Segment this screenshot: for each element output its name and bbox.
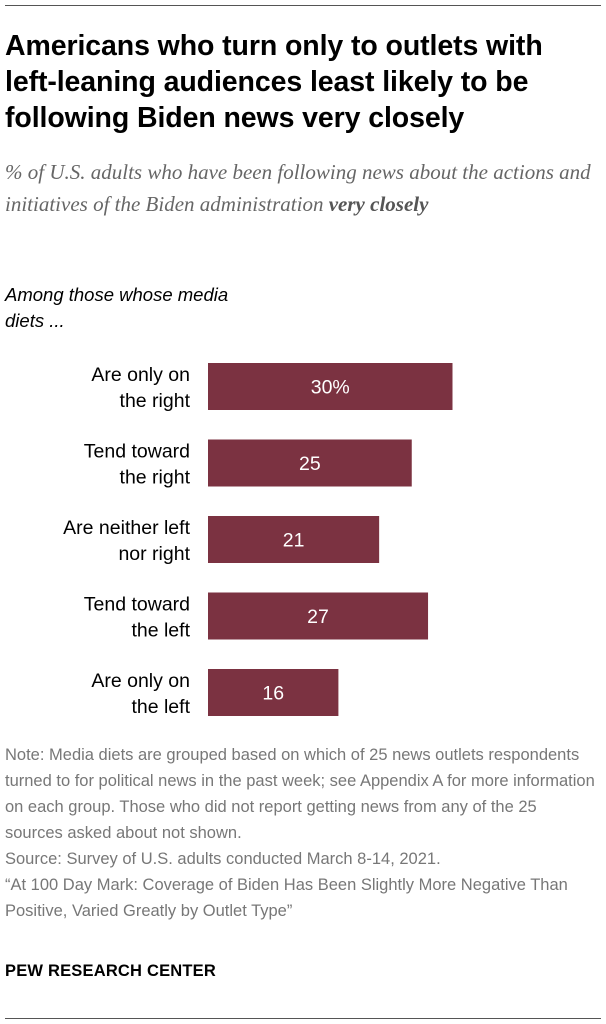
report-title: “At 100 Day Mark: Coverage of Biden Has … bbox=[5, 876, 568, 920]
value-label-4: 27 bbox=[307, 606, 329, 628]
category-label-2: Tend toward the right bbox=[84, 441, 191, 489]
category-label-5: Are only on the left bbox=[91, 670, 190, 718]
note-text: Note: Media diets are grouped based on w… bbox=[5, 746, 595, 842]
subtitle-main: % of U.S. adults who have been following… bbox=[5, 160, 591, 216]
category-label-3: Are neither left nor right bbox=[63, 517, 190, 565]
value-label-1: 30% bbox=[311, 377, 350, 399]
bottom-rule bbox=[5, 1018, 601, 1019]
bar-1 bbox=[208, 363, 453, 410]
chart-title: Americans who turn only to outlets with … bbox=[5, 30, 543, 134]
notes-block: Note: Media diets are grouped based on w… bbox=[5, 742, 595, 924]
value-label-5: 16 bbox=[262, 683, 284, 705]
bar-5 bbox=[208, 669, 339, 716]
source-text: Source: Survey of U.S. adults conducted … bbox=[5, 850, 441, 868]
bar-3 bbox=[208, 516, 380, 563]
top-rule bbox=[5, 5, 601, 6]
bar-4 bbox=[208, 592, 429, 640]
category-label-4: Tend toward the left bbox=[84, 594, 191, 642]
footer-brand: PEW RESEARCH CENTER bbox=[5, 962, 216, 980]
value-label-3: 21 bbox=[283, 530, 305, 552]
subtitle-emphasis: very closely bbox=[328, 192, 429, 216]
category-label-1: Are only on the right bbox=[91, 364, 190, 412]
group-label: Among those whose media diets ... bbox=[5, 284, 229, 331]
value-label-2: 25 bbox=[299, 453, 321, 475]
bar-2 bbox=[208, 439, 412, 487]
chart-subtitle: % of U.S. adults who have been following… bbox=[5, 156, 601, 220]
